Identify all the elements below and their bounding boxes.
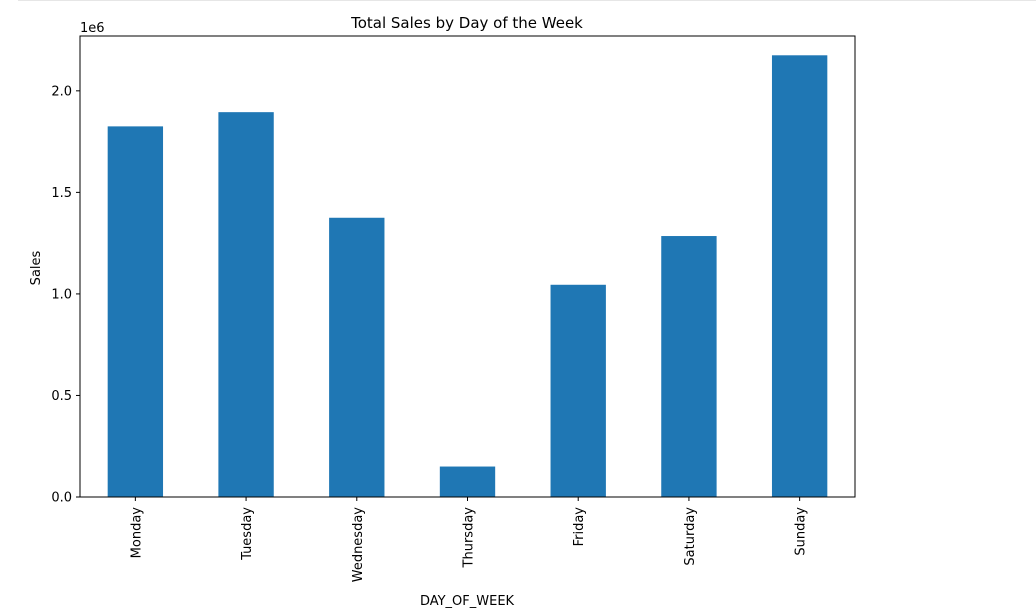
bar-saturday [661,236,717,497]
bar-sunday [771,55,828,498]
x-axis-title: DAY_OF_WEEK [420,594,515,609]
bar-tuesday [218,112,274,498]
bars-group [107,55,828,498]
bar-thursday [439,466,496,497]
top-divider [18,0,1036,1]
x-tick-label: Wednesday [351,507,366,583]
x-tick-label: Tuesday [240,507,255,561]
x-tick-label: Saturday [683,507,698,566]
y-axis-title: Sales [29,250,44,285]
chart-title: Total Sales by Day of the Week [350,14,583,32]
bar-friday [550,284,606,497]
x-axis-ticks: Monday Tuesday Wednesday Thursday Friday Satu… [129,497,809,583]
y-tick-label: 2.0 [51,84,72,99]
bar-wednesday [329,217,385,497]
y-offset-label: 1e6 [80,21,105,36]
y-tick-label: 1.5 [51,186,72,201]
y-tick-label: 1.0 [51,287,72,302]
x-tick-label: Monday [129,507,144,559]
x-tick-label: Friday [572,507,587,547]
y-axis-ticks: 0.0 0.5 1.0 1.5 2.0 [51,84,80,506]
y-tick-label: 0.5 [51,389,72,404]
y-tick-label: 0.0 [51,491,72,506]
plot-frame [79,35,856,498]
x-tick-label: Sunday [794,507,809,556]
x-tick-label: Thursday [462,507,477,569]
bar-monday [107,126,164,497]
